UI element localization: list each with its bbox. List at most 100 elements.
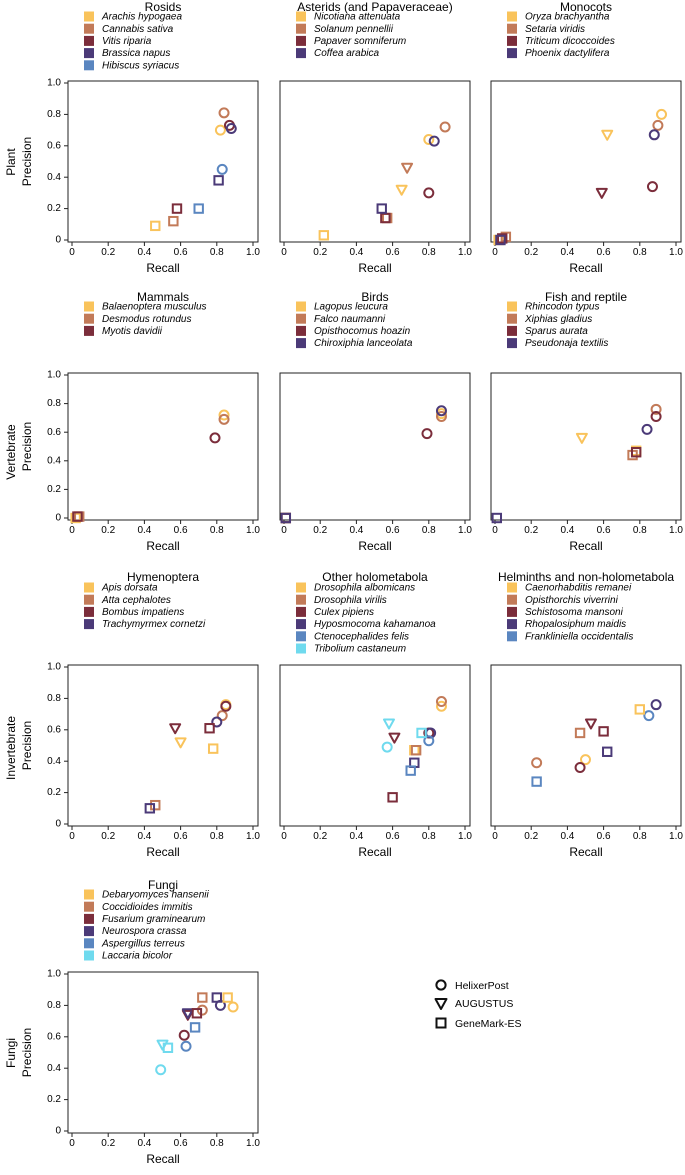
panel-title: Fungi — [148, 878, 178, 892]
x-tick-label: 0.2 — [313, 247, 327, 258]
point-triticum-dicoccoides-circle — [646, 181, 658, 193]
point-aspergillus-terreus-square — [189, 1022, 201, 1033]
x-tick-label: 0.8 — [210, 247, 224, 258]
legend-swatch — [84, 325, 94, 336]
point-opisthorchis-viverrini-square — [574, 727, 586, 739]
x-tick-label: 0.2 — [524, 525, 538, 536]
y-tick-label: 0 — [55, 513, 61, 524]
legend-entry-augustus: AUGUSTUS — [434, 998, 513, 1010]
x-tick-label: 0.8 — [210, 1138, 224, 1149]
x-tick-label: 0.8 — [633, 525, 647, 536]
panel-title: Hymenoptera — [127, 570, 199, 584]
point-chiroxiphia-lanceolata-circle — [435, 405, 447, 417]
legend-species-label: Lagopus leucura — [314, 302, 388, 313]
point-drosophila-virilis-circle — [435, 696, 447, 708]
legend-species-label: Arachis hypogaea — [101, 12, 182, 23]
legend-species-label: Vitis riparia — [102, 36, 152, 47]
panel-title: Helminths and non-holometabola — [498, 570, 674, 584]
point-sparus-aurata-square — [630, 447, 642, 458]
x-tick-label: 0 — [281, 831, 287, 842]
point-coccidioides-immitis-circle — [196, 1004, 208, 1016]
point-fusarium-graminearum-circle — [178, 1029, 190, 1041]
point-arachis-hypogaea-circle — [214, 124, 226, 136]
x-tick-label: 0.4 — [137, 831, 151, 842]
y-tick-label: 0 — [55, 235, 61, 246]
y-tick-label: 0.8 — [47, 1000, 61, 1011]
point-phoenix-dactylifera-square — [495, 234, 506, 246]
point-culex-pipiens-triangle — [388, 732, 401, 744]
point-trachymyrmex-cornetzi-circle — [211, 716, 223, 728]
point-trachymyrmex-cornetzi-square — [144, 803, 156, 814]
legend-swatch — [84, 901, 94, 912]
point-hibiscus-syriacus-circle — [216, 163, 228, 175]
x-axis-label: Recall — [358, 261, 391, 275]
data-points — [318, 121, 451, 241]
legend-swatch — [507, 48, 517, 59]
legend-species-label: Triticum dicoccoides — [525, 36, 615, 47]
legend-swatch — [84, 926, 94, 937]
x-tick-label: 0.8 — [422, 525, 436, 536]
legend-species-label: Oryza brachyantha — [525, 12, 610, 23]
legend-swatch — [84, 594, 94, 605]
legend-swatch — [84, 619, 94, 630]
legend-species-label: Fusarium graminearum — [102, 914, 205, 925]
x-tick-label: 0 — [69, 831, 75, 842]
legend-species-label: Caenorhabditis remanei — [525, 583, 632, 594]
panel-title: Asterids (and Papaveraceae) — [297, 0, 452, 14]
legend-swatch — [84, 48, 94, 59]
point-rhopalosiphum-maidis-square — [602, 746, 613, 757]
y-tick-label: 0.4 — [47, 455, 61, 466]
y-axis-label: Precision — [20, 422, 34, 471]
legend-species-label: Aspergillus terreus — [101, 938, 185, 949]
plot-frame — [490, 80, 682, 243]
legend-species-label: Papaver somniferum — [314, 36, 406, 47]
point-neurospora-crassa-square — [211, 992, 223, 1003]
point-aspergillus-terreus-circle — [180, 1040, 192, 1052]
plot-frame — [67, 372, 259, 521]
legend-species-label: Solanum pennellii — [314, 24, 394, 35]
legend-label-genemark: GeneMark-ES — [455, 1018, 522, 1030]
y-tick-label: 1.0 — [47, 662, 61, 673]
point-laccaria-bicolor-triangle — [156, 1039, 169, 1051]
legend-label-helixerpost: HelixerPost — [455, 980, 509, 992]
point-laccaria-bicolor-circle — [155, 1064, 167, 1076]
y-tick-label: 0.6 — [47, 140, 61, 151]
legend-swatch — [296, 338, 306, 349]
x-tick-label: 0.8 — [633, 831, 647, 842]
x-tick-label: 0.6 — [174, 831, 188, 842]
x-tick-label: 0.8 — [422, 831, 436, 842]
x-tick-label: 0.6 — [174, 247, 188, 258]
point-debaryomyces-hansenii-square — [222, 992, 233, 1003]
legend-species-label: Myotis davidii — [102, 326, 163, 337]
plot-frame — [67, 80, 259, 243]
point-nicotiana-attenuata-circle — [423, 134, 435, 146]
point-sparus-aurata-circle — [650, 410, 662, 422]
point-coffea-arabica-circle — [428, 135, 440, 147]
y-tick-label: 1.0 — [47, 370, 61, 381]
point-bombus-impatiens-square — [204, 723, 215, 734]
x-tick-label: 0.2 — [524, 247, 538, 258]
point-solanum-pennellii-triangle — [401, 162, 414, 174]
y-tick-label: 0.2 — [47, 1094, 61, 1105]
x-tick-label: 0.8 — [210, 525, 224, 536]
point-oryza-brachyantha-triangle — [601, 129, 614, 141]
legend-swatch — [296, 643, 306, 654]
legend-triangle-marker — [434, 998, 448, 1010]
data-points — [150, 107, 237, 232]
legend-species-label: Opisthorchis viverrini — [525, 595, 619, 606]
y-tick-label: 0.2 — [47, 787, 61, 798]
point-triticum-dicoccoides-square — [497, 233, 508, 244]
x-tick-label: 0.6 — [597, 831, 611, 842]
x-tick-label: 1.0 — [246, 1138, 260, 1149]
row-label-invertebrate: Invertebrate — [4, 716, 18, 780]
legend-swatch — [507, 594, 517, 605]
